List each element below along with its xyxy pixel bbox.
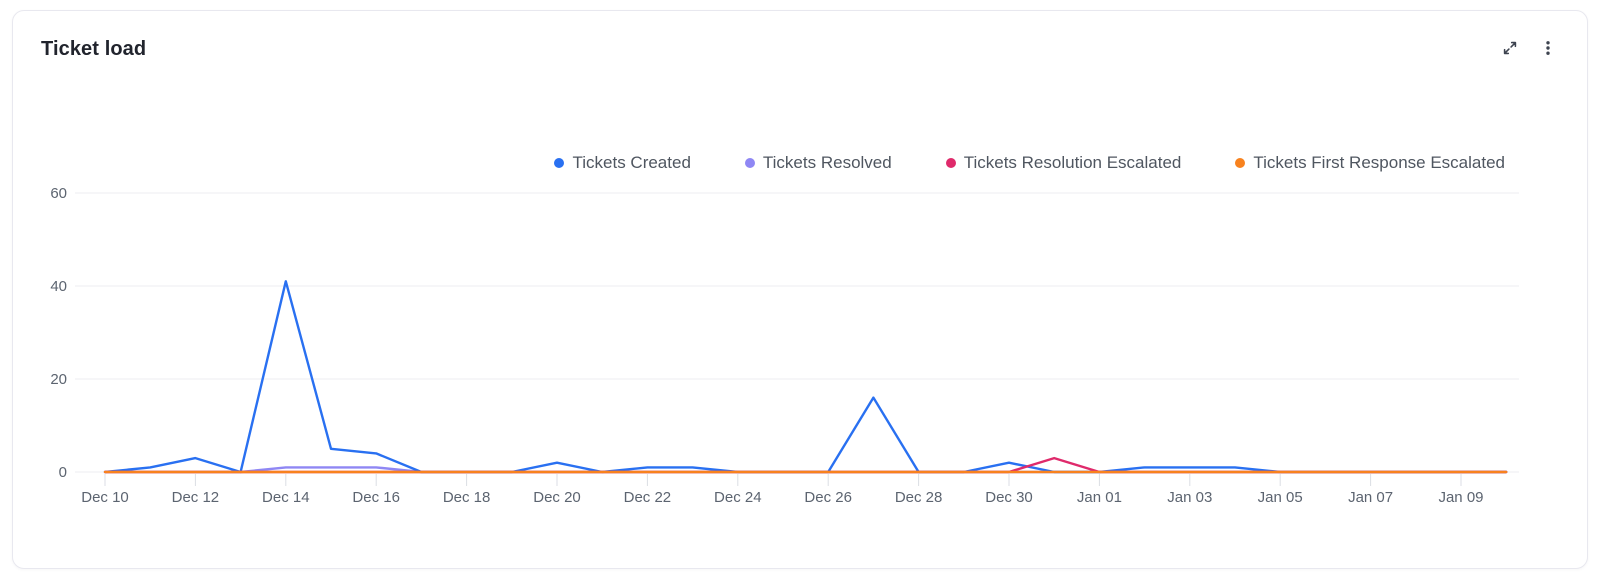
svg-text:Dec 24: Dec 24 (714, 489, 762, 506)
svg-text:Jan 07: Jan 07 (1348, 489, 1393, 506)
svg-text:Dec 16: Dec 16 (352, 489, 400, 506)
legend-item[interactable]: Tickets Resolved (744, 153, 892, 173)
svg-text:Dec 14: Dec 14 (262, 489, 310, 506)
svg-text:60: 60 (50, 185, 67, 202)
kebab-menu-button[interactable] (1537, 37, 1559, 59)
ticket-load-chart: 0 20 40 60 Dec 10 Dec 12 Dec 14 Dec 16 Dec 18 Dec… (50, 185, 1519, 506)
svg-text:40: 40 (50, 278, 67, 295)
legend-label: Tickets Resolution Escalated (963, 153, 1182, 172)
legend-dot-icon (554, 158, 565, 168)
chart-legend: Tickets Created Tickets Resolved Tickets R… (41, 153, 1559, 173)
svg-text:Dec 28: Dec 28 (895, 489, 943, 506)
legend-item[interactable]: Tickets Resolution Escalated (945, 153, 1182, 173)
ticket-load-card: Ticket load Tickets Created Tickets Resol… (12, 10, 1588, 569)
svg-text:20: 20 (50, 371, 67, 388)
svg-text:Jan 01: Jan 01 (1077, 489, 1122, 506)
legend-label: Tickets First Response Escalated (1253, 153, 1505, 172)
svg-text:Jan 05: Jan 05 (1258, 489, 1303, 506)
svg-text:Dec 18: Dec 18 (443, 489, 491, 506)
svg-text:Dec 26: Dec 26 (804, 489, 852, 506)
legend-item[interactable]: Tickets First Response Escalated (1235, 153, 1505, 173)
svg-text:Jan 09: Jan 09 (1438, 489, 1483, 506)
card-title: Ticket load (41, 38, 147, 60)
svg-text:Jan 03: Jan 03 (1167, 489, 1212, 506)
svg-text:Dec 10: Dec 10 (81, 489, 129, 506)
expand-icon (1503, 41, 1517, 55)
kebab-menu-icon (1546, 41, 1550, 55)
svg-text:0: 0 (59, 464, 67, 481)
legend-label: Tickets Resolved (762, 153, 892, 172)
legend-dot-icon (1235, 158, 1246, 168)
svg-text:Dec 12: Dec 12 (172, 489, 220, 506)
svg-text:Dec 30: Dec 30 (985, 489, 1033, 506)
legend-label: Tickets Created (572, 153, 691, 172)
expand-button[interactable] (1499, 37, 1521, 59)
card-actions (1499, 37, 1559, 59)
legend-dot-icon (945, 158, 956, 168)
svg-text:Dec 22: Dec 22 (624, 489, 672, 506)
svg-text:Dec 20: Dec 20 (533, 489, 581, 506)
legend-item[interactable]: Tickets Created (554, 153, 691, 173)
card-header: Ticket load (41, 35, 1559, 63)
legend-dot-icon (744, 158, 755, 168)
